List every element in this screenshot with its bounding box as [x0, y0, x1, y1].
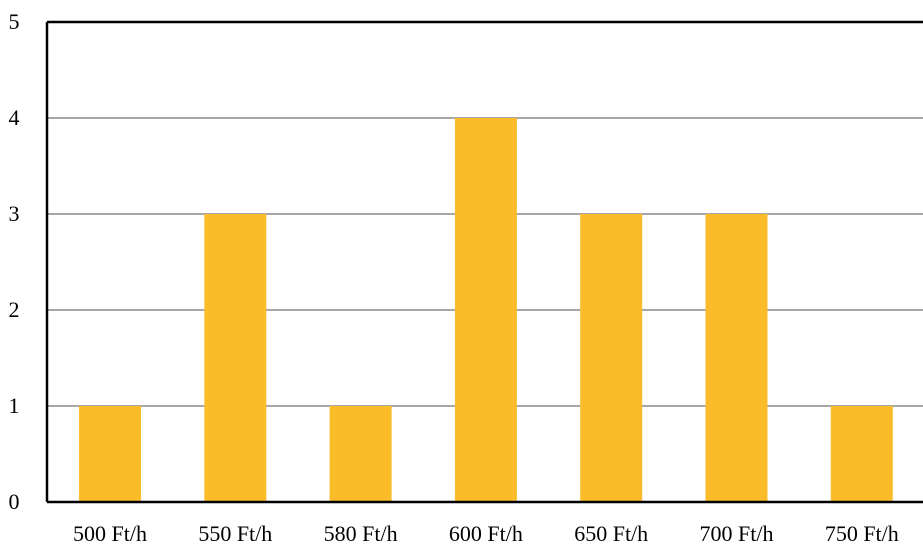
x-tick-label: 500 Ft/h: [73, 521, 147, 546]
bars: [79, 118, 893, 502]
bar-600-ft-h: [454, 118, 517, 502]
y-tick-label: 1: [9, 393, 20, 418]
y-tick-label: 4: [9, 105, 20, 130]
y-tick-label: 0: [9, 489, 20, 514]
bar-500-ft-h: [79, 406, 141, 502]
bar-750-ft-h: [830, 406, 893, 502]
y-tick-label: 5: [9, 9, 20, 34]
x-tick-label: 700 Ft/h: [700, 521, 774, 546]
y-tick-label: 2: [9, 297, 20, 322]
x-tick-label: 550 Ft/h: [198, 521, 272, 546]
x-tick-label: 750 Ft/h: [825, 521, 899, 546]
bar-580-ft-h: [329, 406, 392, 502]
y-tick-labels: 0 1 2 3 4 5: [9, 9, 20, 514]
bar-650-ft-h: [580, 214, 643, 502]
x-tick-label: 580 Ft/h: [324, 521, 398, 546]
x-tick-label: 600 Ft/h: [449, 521, 523, 546]
axes: [45, 20, 923, 504]
x-tick-labels: 500 Ft/h 550 Ft/h 580 Ft/h 600 Ft/h 650 Ft/h…: [73, 521, 899, 546]
x-tick-label: 650 Ft/h: [574, 521, 648, 546]
bar-550-ft-h: [204, 214, 267, 502]
y-tick-label: 3: [9, 201, 20, 226]
bar-700-ft-h: [705, 214, 768, 502]
